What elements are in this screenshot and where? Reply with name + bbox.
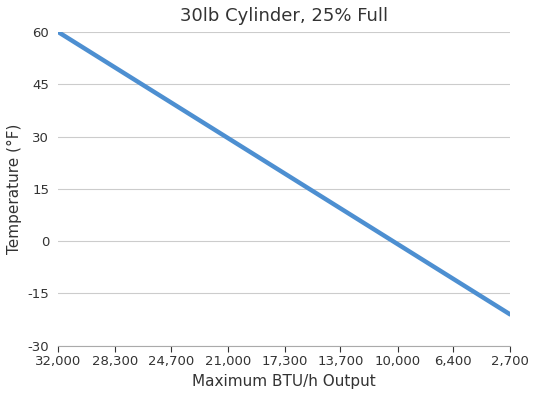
Y-axis label: Temperature (°F): Temperature (°F) xyxy=(7,124,22,254)
Title: 30lb Cylinder, 25% Full: 30lb Cylinder, 25% Full xyxy=(180,7,388,25)
X-axis label: Maximum BTU/h Output: Maximum BTU/h Output xyxy=(192,374,376,389)
